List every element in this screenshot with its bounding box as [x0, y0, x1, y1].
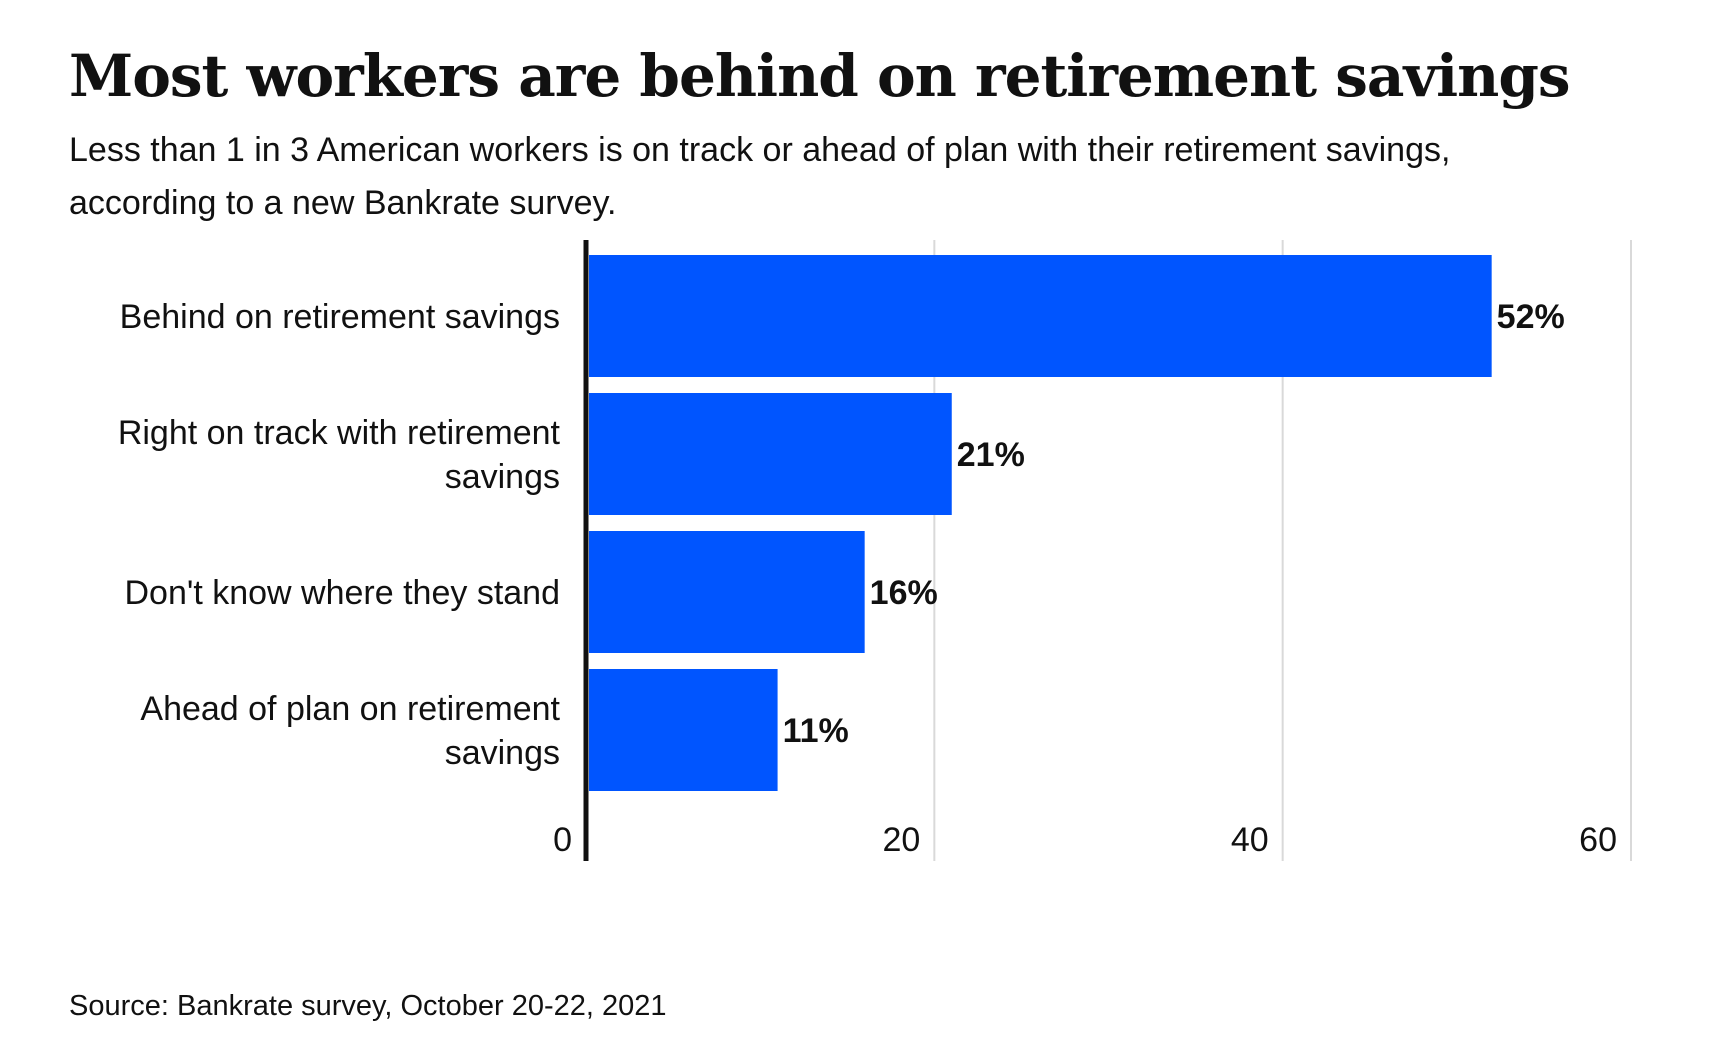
data-label: 21%	[957, 436, 1025, 474]
bar	[589, 669, 778, 791]
category-label: Behind on retirement savings	[120, 298, 560, 336]
x-axis-ticks: 0 20 40 60	[553, 821, 1617, 859]
bar	[589, 393, 952, 515]
bar	[589, 255, 1492, 377]
category-label: Right on track with retirement savings	[118, 414, 561, 496]
x-tick-label: 0	[553, 821, 572, 859]
x-tick-label: 40	[1231, 821, 1269, 859]
data-label: 52%	[1497, 298, 1565, 336]
x-tick-label: 20	[883, 821, 921, 859]
x-tick-label: 60	[1579, 821, 1617, 859]
category-label: Ahead of plan on retirement savings	[140, 690, 560, 772]
value-labels: 52% 21% 16% 11%	[783, 298, 1565, 750]
data-label: 16%	[870, 574, 938, 612]
source-note: Source: Bankrate survey, October 20-22, …	[69, 990, 667, 1022]
data-label: 11%	[783, 712, 849, 750]
bars	[589, 255, 1492, 791]
chart-subtitle: Less than 1 in 3 American workers is on …	[69, 131, 1451, 222]
category-label: Don't know where they stand	[124, 574, 560, 612]
bar	[589, 531, 865, 653]
category-labels: Behind on retirement savings Right on tra…	[118, 298, 561, 772]
chart-title: Most workers are behind on retirement sa…	[69, 42, 1571, 110]
